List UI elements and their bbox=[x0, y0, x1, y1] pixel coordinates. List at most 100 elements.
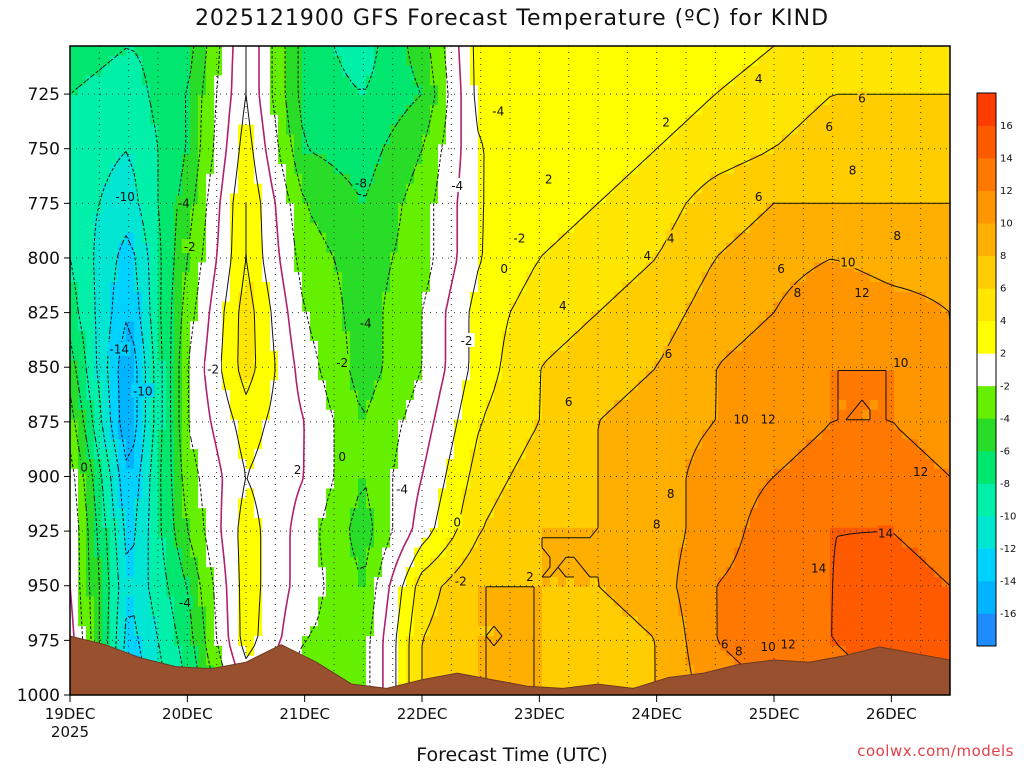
field-cell bbox=[854, 439, 863, 450]
field-cell bbox=[910, 154, 919, 165]
field-cell bbox=[126, 419, 135, 431]
field-cell bbox=[758, 449, 767, 460]
field-cell bbox=[110, 449, 119, 460]
field-cell bbox=[646, 124, 655, 136]
field-cell bbox=[582, 409, 591, 421]
field-cell bbox=[462, 85, 471, 96]
field-cell bbox=[182, 459, 191, 470]
field-cell bbox=[614, 301, 623, 313]
field-cell bbox=[366, 439, 375, 450]
field-cell bbox=[214, 105, 223, 116]
field-cell bbox=[486, 370, 495, 381]
field-cell bbox=[102, 164, 111, 175]
field-cell bbox=[150, 429, 159, 440]
field-cell bbox=[134, 105, 143, 116]
field-cell bbox=[934, 183, 943, 195]
field-cell bbox=[846, 242, 855, 254]
field-cell bbox=[614, 164, 623, 175]
field-cell bbox=[878, 262, 887, 273]
field-cell bbox=[638, 144, 647, 155]
field-cell bbox=[422, 350, 431, 362]
field-cell bbox=[390, 380, 399, 391]
field-cell bbox=[358, 223, 367, 234]
field-cell bbox=[686, 291, 695, 303]
field-cell bbox=[86, 478, 95, 490]
field-cell bbox=[782, 65, 791, 77]
field-cell bbox=[118, 55, 127, 67]
field-cell bbox=[182, 468, 191, 480]
field-cell bbox=[486, 193, 495, 204]
field-cell bbox=[214, 331, 223, 342]
field-cell bbox=[350, 262, 359, 273]
field-cell bbox=[318, 105, 327, 116]
field-cell bbox=[854, 419, 863, 431]
field-cell bbox=[94, 468, 103, 480]
field-cell bbox=[694, 321, 703, 332]
field-cell bbox=[190, 272, 199, 283]
field-cell bbox=[254, 124, 263, 136]
field-cell bbox=[526, 380, 535, 391]
field-cell bbox=[838, 321, 847, 332]
field-cell bbox=[518, 400, 527, 411]
field-cell bbox=[294, 232, 303, 244]
field-cell bbox=[246, 46, 255, 57]
field-cell bbox=[134, 183, 143, 195]
field-cell bbox=[694, 55, 703, 67]
field-cell bbox=[630, 331, 639, 342]
field-cell bbox=[342, 370, 351, 381]
field-cell bbox=[726, 232, 735, 244]
field-cell bbox=[190, 360, 199, 372]
field-cell bbox=[294, 301, 303, 313]
field-cell bbox=[654, 242, 663, 254]
field-cell bbox=[702, 478, 711, 490]
field-cell bbox=[830, 429, 839, 440]
field-cell bbox=[510, 370, 519, 381]
field-cell bbox=[502, 46, 511, 57]
field-cell bbox=[118, 400, 127, 411]
field-cell bbox=[550, 380, 559, 391]
field-cell bbox=[502, 242, 511, 254]
field-cell bbox=[758, 242, 767, 254]
field-cell bbox=[78, 203, 87, 214]
field-cell bbox=[158, 95, 167, 106]
field-cell bbox=[302, 321, 311, 332]
field-cell bbox=[326, 55, 335, 67]
field-cell bbox=[286, 439, 295, 450]
field-cell bbox=[174, 232, 183, 244]
field-cell bbox=[774, 419, 783, 431]
field-cell bbox=[462, 390, 471, 401]
field-cell bbox=[758, 291, 767, 303]
field-cell bbox=[430, 203, 439, 214]
field-cell bbox=[518, 134, 527, 145]
field-cell bbox=[614, 173, 623, 185]
field-cell bbox=[78, 449, 87, 460]
field-cell bbox=[70, 95, 79, 106]
field-cell bbox=[854, 203, 863, 214]
field-cell bbox=[574, 134, 583, 145]
field-cell bbox=[230, 154, 239, 165]
field-cell bbox=[942, 468, 950, 480]
field-cell bbox=[934, 400, 943, 411]
field-cell bbox=[734, 164, 743, 175]
field-cell bbox=[198, 203, 207, 214]
field-cell bbox=[726, 55, 735, 67]
field-cell bbox=[830, 331, 839, 342]
field-cell bbox=[70, 105, 79, 116]
field-cell bbox=[910, 203, 919, 214]
field-cell bbox=[582, 301, 591, 313]
field-cell bbox=[510, 223, 519, 234]
field-cell bbox=[110, 144, 119, 155]
field-cell bbox=[798, 331, 807, 342]
field-cell bbox=[566, 124, 575, 136]
field-cell bbox=[278, 360, 287, 372]
field-cell bbox=[838, 85, 847, 96]
field-cell bbox=[350, 321, 359, 332]
field-cell bbox=[638, 183, 647, 195]
field-cell bbox=[334, 409, 343, 421]
field-cell bbox=[502, 449, 511, 460]
field-cell bbox=[142, 419, 151, 431]
field-cell bbox=[750, 449, 759, 460]
field-cell bbox=[942, 223, 950, 234]
field-cell bbox=[302, 291, 311, 303]
field-cell bbox=[286, 173, 295, 185]
